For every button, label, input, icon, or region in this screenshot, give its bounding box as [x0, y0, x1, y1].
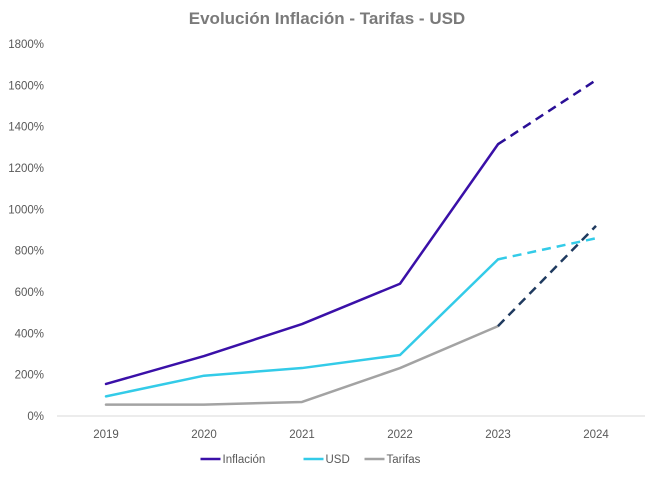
y-tick-label: 1200%: [8, 163, 44, 175]
x-tick-label: 2024: [583, 429, 609, 441]
legend-label: USD: [326, 454, 350, 466]
x-axis-ticks: 2019 2020 2021 2022 2023 2024: [93, 429, 609, 441]
series-projection-tarifas: [497, 224, 597, 327]
y-tick-label: 600%: [15, 287, 44, 299]
x-tick-label: 2022: [387, 429, 413, 441]
y-tick-label: 0%: [27, 411, 44, 423]
legend-label: Tarifas: [387, 454, 421, 466]
y-tick-label: 800%: [15, 246, 44, 258]
y-tick-label: 1000%: [8, 204, 44, 216]
y-tick-label: 200%: [15, 370, 44, 382]
y-tick-label: 1600%: [8, 80, 44, 92]
chart-title: Evolución Inflación - Tarifas - USD: [189, 9, 465, 28]
series-projection-inflación: [497, 79, 597, 146]
series-line-tarifas: [104, 324, 500, 406]
x-tick-label: 2023: [485, 429, 511, 441]
series-line-usd: [104, 258, 500, 398]
x-tick-label: 2019: [93, 429, 119, 441]
series-projection-usd: [497, 237, 597, 261]
y-axis-ticks: 0% 200% 400% 600% 800% 1000% 1200% 1400% 1600% 18…: [8, 39, 44, 423]
y-tick-label: 1800%: [8, 39, 44, 51]
series-lines: [104, 79, 597, 406]
x-tick-label: 2020: [191, 429, 217, 441]
y-tick-label: 400%: [15, 328, 44, 340]
series-line-inflación: [104, 142, 500, 386]
legend: Inflación USD Tarifas: [200, 454, 421, 466]
y-tick-label: 1400%: [8, 122, 44, 134]
legend-label: Inflación: [223, 454, 266, 466]
x-tick-label: 2021: [289, 429, 315, 441]
